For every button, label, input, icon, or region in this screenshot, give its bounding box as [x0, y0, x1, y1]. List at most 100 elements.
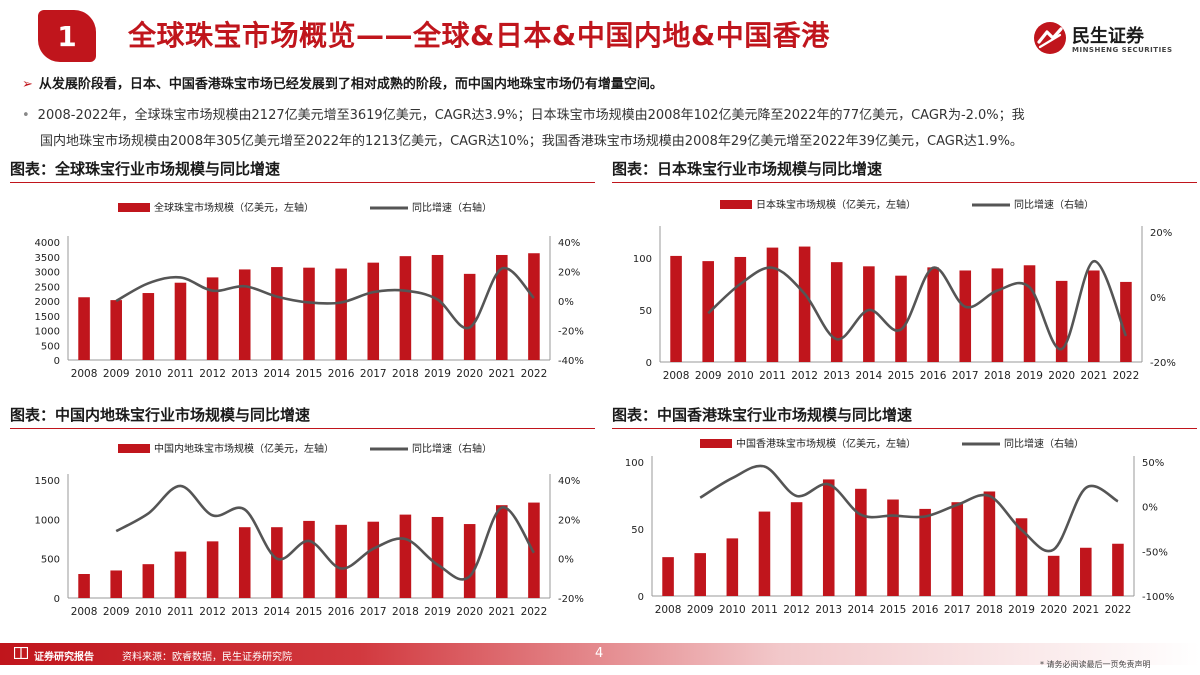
bar: [830, 262, 843, 362]
key-point: ➢ 从发展阶段看，日本、中国香港珠宝市场已经发展到了相对成熟的阶段，而中国内地珠宝…: [22, 73, 663, 92]
y-right-tick-label: 50%: [1142, 458, 1164, 469]
y-right-tick-label: 40%: [558, 238, 580, 249]
y-left-tick-label: 4000: [35, 238, 60, 249]
brand-logo: 民生证券 MINSHENG SECURITIES: [1032, 20, 1172, 64]
report-type-label: 证券研究报告: [34, 652, 94, 663]
slide-footer: 证券研究报告 资料来源：欧睿数据，民生证券研究院 4 * 请务必阅读最后一页免责…: [0, 637, 1200, 675]
legend-bar-swatch: [700, 439, 732, 448]
x-tick-label: 2018: [976, 604, 1003, 616]
x-tick-label: 2010: [135, 368, 162, 380]
x-tick-label: 2010: [135, 606, 162, 618]
bar: [887, 499, 899, 596]
x-tick-label: 2013: [231, 368, 258, 380]
x-tick-label: 2021: [488, 368, 515, 380]
legend-bar-label: 中国内地珠宝市场规模（亿美元，左轴）: [154, 442, 334, 455]
bar: [367, 262, 380, 360]
bar: [174, 551, 187, 598]
x-tick-label: 2019: [1016, 370, 1043, 382]
summary-line-2: 国内地珠宝市场规模由2008年305亿美元增至2022年的1213亿美元，CAG…: [40, 134, 1023, 149]
y-left-tick-label: 3000: [35, 268, 60, 279]
chart-title-mainland: 图表：中国内地珠宝行业市场规模与同比增速: [10, 406, 311, 424]
y-left-tick-label: 100: [633, 254, 652, 265]
panel-divider: [10, 182, 595, 183]
y-left-tick-label: 0: [54, 594, 60, 605]
bar: [1015, 518, 1028, 596]
arrow-bullet-icon: ➢: [22, 77, 33, 92]
bar: [927, 267, 939, 362]
x-tick-label: 2014: [855, 370, 882, 382]
disclaimer-note: * 请务必阅读最后一页免责声明: [1040, 660, 1151, 669]
bar: [951, 502, 964, 596]
y-right-tick-label: -20%: [558, 594, 584, 605]
y-left-tick-label: 50: [639, 306, 652, 317]
chart-title-global: 图表：全球珠宝行业市场规模与同比增速: [10, 160, 281, 178]
x-tick-label: 2012: [199, 606, 226, 618]
x-tick-label: 2022: [521, 368, 548, 380]
bar: [670, 255, 682, 362]
bar: [855, 488, 867, 596]
bar: [335, 524, 347, 598]
legend-bar-label: 中国香港珠宝市场规模（亿美元，左轴）: [736, 437, 916, 450]
y-right-tick-label: 0%: [1142, 503, 1158, 514]
bar: [758, 511, 771, 596]
x-tick-label: 2017: [360, 606, 387, 618]
bar: [78, 297, 90, 360]
bar: [431, 254, 444, 360]
x-tick-label: 2018: [984, 370, 1011, 382]
x-tick-label: 2018: [392, 606, 419, 618]
x-tick-label: 2010: [719, 604, 746, 616]
bar: [1023, 265, 1036, 362]
footer-band: [0, 643, 1200, 665]
bar: [238, 269, 251, 360]
y-right-tick-label: -20%: [558, 327, 584, 338]
y-left-tick-label: 2500: [35, 282, 60, 293]
bar: [399, 256, 412, 360]
x-tick-label: 2012: [199, 368, 226, 380]
x-tick-label: 2015: [296, 368, 323, 380]
x-tick-label: 2020: [1040, 604, 1067, 616]
x-tick-label: 2011: [751, 604, 778, 616]
y-right-tick-label: 0%: [558, 555, 574, 566]
growth-line: [115, 266, 535, 330]
bar: [959, 270, 972, 362]
section-number-badge: 1: [38, 10, 96, 62]
bar: [110, 300, 122, 360]
y-right-tick-label: 0%: [1150, 293, 1166, 304]
x-tick-label: 2013: [815, 604, 842, 616]
y-left-tick-label: 500: [41, 555, 60, 566]
y-left-tick-label: 0: [54, 356, 60, 367]
bar: [919, 508, 931, 596]
dot-bullet-icon: •: [22, 108, 30, 123]
x-tick-label: 2011: [167, 368, 194, 380]
legend-line-label: 同比增速（右轴）: [1014, 198, 1094, 211]
bar: [790, 502, 803, 596]
bar: [142, 293, 155, 360]
page-number: 4: [595, 646, 604, 661]
y-left-tick-label: 500: [41, 341, 60, 352]
y-left-tick-label: 1500: [35, 476, 60, 487]
x-tick-label: 2021: [488, 606, 515, 618]
data-source: 资料来源：欧睿数据，民生证券研究院: [122, 652, 292, 663]
bar: [1055, 280, 1068, 362]
bar: [1080, 547, 1092, 596]
x-tick-label: 2016: [328, 606, 355, 618]
x-tick-label: 2011: [759, 370, 786, 382]
y-right-tick-label: 20%: [558, 515, 580, 526]
growth-line: [115, 484, 536, 581]
bar: [463, 273, 476, 360]
x-tick-label: 2019: [424, 606, 451, 618]
x-tick-label: 2015: [880, 604, 907, 616]
x-tick-label: 2010: [727, 370, 754, 382]
y-left-tick-label: 0: [638, 592, 644, 603]
x-tick-label: 2009: [103, 606, 130, 618]
summary-line-1: 2008-2022年，全球珠宝市场规模由2127亿美元增至3619亿美元，CAG…: [37, 108, 1025, 123]
logo-text-en: MINSHENG SECURITIES: [1072, 46, 1173, 54]
y-left-tick-label: 100: [625, 458, 644, 469]
x-tick-label: 2015: [888, 370, 915, 382]
bar: [528, 253, 540, 360]
x-tick-label: 2020: [456, 606, 483, 618]
bar: [863, 266, 875, 362]
x-tick-label: 2022: [1105, 604, 1132, 616]
x-tick-label: 2012: [783, 604, 810, 616]
key-point-text: 从发展阶段看，日本、中国香港珠宝市场已经发展到了相对成熟的阶段，而中国内地珠宝市…: [38, 77, 663, 92]
